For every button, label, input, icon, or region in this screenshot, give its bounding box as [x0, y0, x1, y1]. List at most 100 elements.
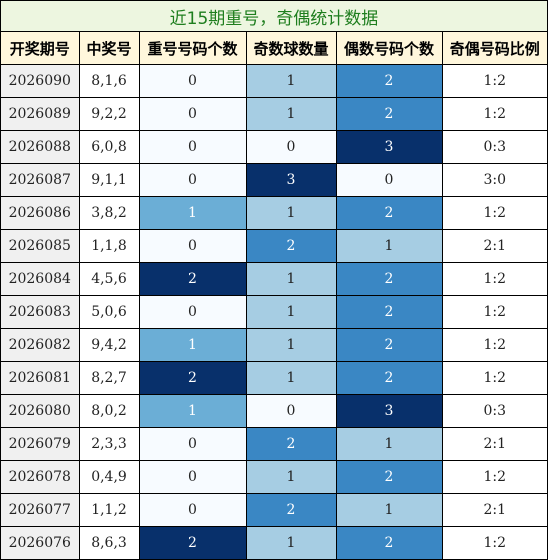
table-row: 2026078 0,4,9 0 1 2 1:2 [1, 460, 547, 494]
table-row: 2026080 8,0,2 1 0 3 0:3 [1, 394, 547, 428]
repeat-count-cell: 0 [138, 97, 247, 131]
repeat-count-cell: 0 [138, 493, 247, 527]
even-count-cell: 2 [335, 460, 443, 494]
even-count-cell: 2 [335, 262, 443, 296]
winning-number-cell: 9,1,1 [78, 163, 140, 197]
table-row: 2026081 8,2,7 2 1 2 1:2 [1, 361, 547, 395]
winning-number-cell: 8,0,2 [78, 394, 140, 428]
header-period: 开奖期号 [1, 32, 80, 65]
ratio-cell: 1:2 [441, 97, 547, 131]
repeat-count-cell: 2 [138, 262, 247, 296]
winning-number-cell: 3,8,2 [78, 196, 140, 230]
odd-count-cell: 1 [245, 328, 337, 362]
header-even-count: 偶数号码个数 [335, 32, 443, 65]
even-count-cell: 2 [335, 526, 443, 559]
odd-count-cell: 1 [245, 262, 337, 296]
ratio-cell: 1:2 [441, 361, 547, 395]
table-row: 2026086 3,8,2 1 1 2 1:2 [1, 196, 547, 230]
ratio-cell: 0:3 [441, 130, 547, 164]
stats-table: 开奖期号 中奖号 重号号码个数 奇数球数量 偶数号码个数 奇偶号码比例 2026… [1, 32, 547, 559]
period-cell: 2026090 [1, 64, 80, 98]
table-row: 2026076 8,6,3 2 1 2 1:2 [1, 526, 547, 559]
period-cell: 2026078 [1, 460, 80, 494]
even-count-cell: 2 [335, 328, 443, 362]
period-cell: 2026080 [1, 394, 80, 428]
ratio-cell: 1:2 [441, 460, 547, 494]
period-cell: 2026086 [1, 196, 80, 230]
odd-count-cell: 2 [245, 493, 337, 527]
table-row: 2026084 4,5,6 2 1 2 1:2 [1, 262, 547, 296]
odd-count-cell: 1 [245, 196, 337, 230]
even-count-cell: 2 [335, 196, 443, 230]
ratio-cell: 2:1 [441, 493, 547, 527]
winning-number-cell: 8,1,6 [78, 64, 140, 98]
repeat-count-cell: 0 [138, 427, 247, 461]
table-title: 近15期重号，奇偶统计数据 [1, 1, 547, 32]
repeat-count-cell: 0 [138, 295, 247, 329]
repeat-count-cell: 0 [138, 64, 247, 98]
winning-number-cell: 8,6,3 [78, 526, 140, 559]
winning-number-cell: 8,2,7 [78, 361, 140, 395]
odd-count-cell: 1 [245, 526, 337, 559]
odd-count-cell: 1 [245, 460, 337, 494]
ratio-cell: 1:2 [441, 64, 547, 98]
ratio-cell: 1:2 [441, 295, 547, 329]
repeat-count-cell: 2 [138, 526, 247, 559]
even-count-cell: 1 [335, 493, 443, 527]
ratio-cell: 1:2 [441, 262, 547, 296]
period-cell: 2026089 [1, 97, 80, 131]
winning-number-cell: 2,3,3 [78, 427, 140, 461]
repeat-count-cell: 1 [138, 196, 247, 230]
even-count-cell: 2 [335, 361, 443, 395]
period-cell: 2026081 [1, 361, 80, 395]
period-cell: 2026076 [1, 526, 80, 559]
ratio-cell: 2:1 [441, 427, 547, 461]
repeat-count-cell: 1 [138, 394, 247, 428]
odd-count-cell: 1 [245, 64, 337, 98]
table-row: 2026085 1,1,8 0 2 1 2:1 [1, 229, 547, 263]
period-cell: 2026087 [1, 163, 80, 197]
header-odd-even-ratio: 奇偶号码比例 [441, 32, 547, 65]
even-count-cell: 3 [335, 394, 443, 428]
even-count-cell: 1 [335, 427, 443, 461]
even-count-cell: 0 [335, 163, 443, 197]
table-body: 2026090 8,1,6 0 1 2 1:2 2026089 9,2,2 0 1 2 1:2 2026… [1, 64, 547, 559]
period-cell: 2026077 [1, 493, 80, 527]
ratio-cell: 0:3 [441, 394, 547, 428]
odd-count-cell: 2 [245, 229, 337, 263]
odd-count-cell: 1 [245, 295, 337, 329]
ratio-cell: 2:1 [441, 229, 547, 263]
header-draw: 中奖号 [78, 32, 140, 65]
ratio-cell: 3:0 [441, 163, 547, 197]
winning-number-cell: 1,1,8 [78, 229, 140, 263]
ratio-cell: 1:2 [441, 196, 547, 230]
table-row: 2026079 2,3,3 0 2 1 2:1 [1, 427, 547, 461]
odd-count-cell: 2 [245, 427, 337, 461]
period-cell: 2026085 [1, 229, 80, 263]
odd-count-cell: 1 [245, 97, 337, 131]
winning-number-cell: 0,4,9 [78, 460, 140, 494]
header-row: 开奖期号 中奖号 重号号码个数 奇数球数量 偶数号码个数 奇偶号码比例 [1, 32, 547, 65]
odd-count-cell: 0 [245, 394, 337, 428]
repeat-count-cell: 0 [138, 460, 247, 494]
winning-number-cell: 9,2,2 [78, 97, 140, 131]
even-count-cell: 3 [335, 130, 443, 164]
winning-number-cell: 5,0,6 [78, 295, 140, 329]
repeat-count-cell: 0 [138, 229, 247, 263]
repeat-count-cell: 0 [138, 130, 247, 164]
even-count-cell: 2 [335, 64, 443, 98]
header-repeat-count: 重号号码个数 [138, 32, 247, 65]
repeat-count-cell: 0 [138, 163, 247, 197]
table-row: 2026082 9,4,2 1 1 2 1:2 [1, 328, 547, 362]
period-cell: 2026084 [1, 262, 80, 296]
period-cell: 2026079 [1, 427, 80, 461]
repeat-count-cell: 2 [138, 361, 247, 395]
even-count-cell: 1 [335, 229, 443, 263]
table-row: 2026077 1,1,2 0 2 1 2:1 [1, 493, 547, 527]
table-row: 2026087 9,1,1 0 3 0 3:0 [1, 163, 547, 197]
table-row: 2026088 6,0,8 0 0 3 0:3 [1, 130, 547, 164]
ratio-cell: 1:2 [441, 328, 547, 362]
period-cell: 2026088 [1, 130, 80, 164]
repeat-count-cell: 1 [138, 328, 247, 362]
